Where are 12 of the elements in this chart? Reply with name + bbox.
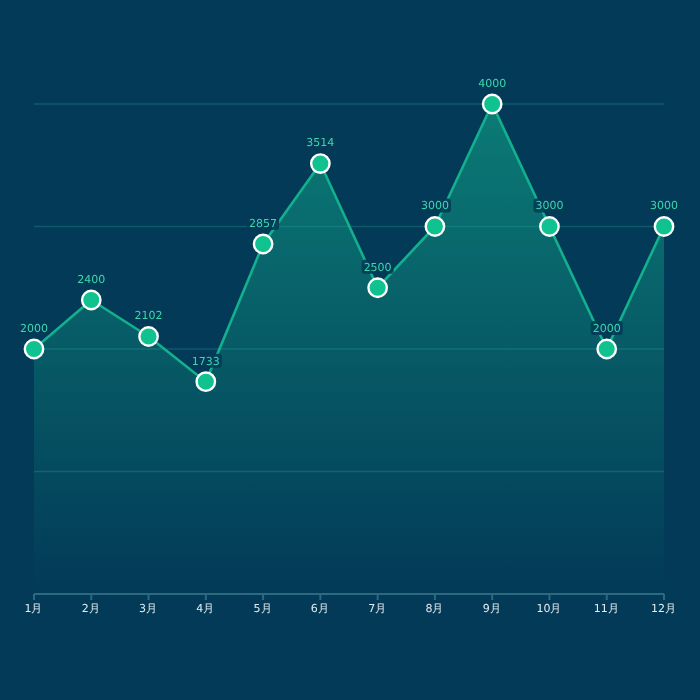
point — [23, 338, 45, 360]
point — [424, 216, 446, 237]
point — [252, 233, 274, 255]
point — [195, 371, 217, 393]
point — [80, 289, 102, 311]
point — [309, 153, 331, 174]
point — [653, 216, 675, 237]
point — [596, 338, 618, 360]
point — [539, 216, 560, 237]
point — [367, 277, 389, 299]
point — [481, 93, 503, 115]
point — [138, 326, 159, 347]
